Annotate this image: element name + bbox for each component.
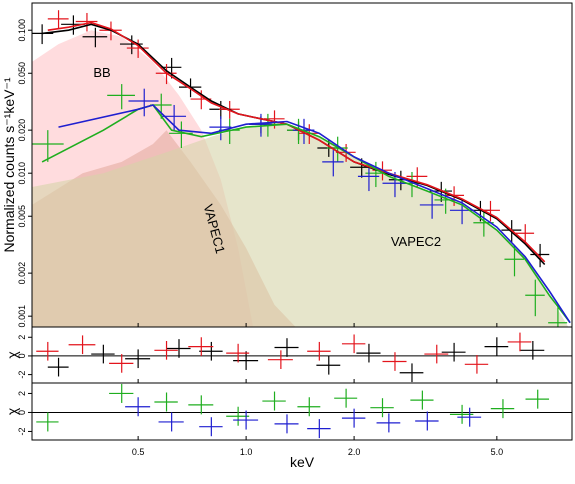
x-tick-label: 2.0 [348, 447, 361, 457]
y-tick-label: 0.020 [17, 119, 27, 142]
y-tick-label: 0.001 [17, 305, 27, 328]
y-tick-label: 0 [17, 410, 27, 415]
y-tick-label: 0.100 [17, 19, 27, 42]
y-tick-label: 2 [17, 391, 27, 396]
panel-frame [31, 382, 573, 441]
y-tick-label: 0.005 [17, 205, 27, 228]
y-tick-label: 0.010 [17, 162, 27, 185]
x-tick-label: 5.0 [491, 447, 504, 457]
component-label: VAPEC2 [391, 234, 441, 249]
model-line [58, 104, 571, 324]
plot-layers [32, 10, 572, 439]
residual-panel [32, 332, 572, 383]
y-tick-label: 0.050 [17, 62, 27, 85]
y-tick-label: -2 [17, 427, 27, 435]
y-axis-label: Normalized counts s⁻¹keV⁻¹ [1, 77, 17, 252]
y-tick-label: -2 [17, 371, 27, 379]
x-tick-label: 1.0 [240, 447, 253, 457]
y-tick-label: 2 [17, 335, 27, 340]
component-area [32, 124, 569, 327]
y-tick-label: 0.002 [17, 262, 27, 285]
residual-label: χ [4, 351, 20, 359]
residual-panel [32, 383, 572, 439]
x-axis-label: keV [290, 454, 315, 470]
y-tick-label: 0 [17, 353, 27, 358]
residual-label: χ [4, 407, 20, 415]
x-tick-label: 0.5 [132, 447, 145, 457]
panel-frame [31, 326, 573, 384]
component-label: BB [93, 65, 110, 80]
model-line [47, 21, 546, 263]
spectrum-panel [32, 10, 571, 327]
